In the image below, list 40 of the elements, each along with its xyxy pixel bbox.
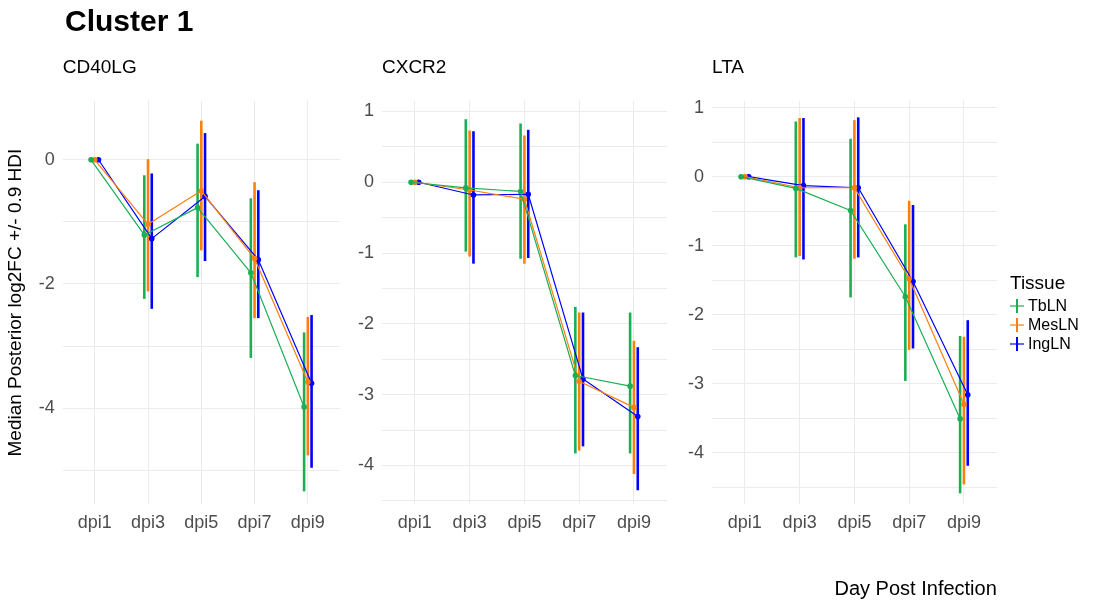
x-axis-title: Day Post Infection [834,577,997,600]
y-tick-label: -2 [357,312,374,333]
x-tick-label: dpi1 [727,512,762,533]
x-tick-label: dpi5 [507,512,542,533]
y-tick-label: -1 [687,234,704,255]
chart-subtitle: CD40LG [62,56,137,78]
y-tick-label: 0 [363,171,374,192]
x-tick-label: dpi9 [946,512,981,533]
y-tick-label: 1 [363,100,374,121]
legend-title: Tissue [1010,272,1067,294]
legend-label: IngLN [1028,334,1071,353]
chart-subtitle: CXCR2 [382,56,447,78]
chart-title: Cluster 1 [65,4,194,38]
y-tick-label: -4 [687,441,704,462]
y-tick-label: -4 [357,454,374,475]
y-tick-label: 0 [44,148,55,169]
y-tick-label: -4 [38,397,55,418]
chart-subtitle: LTA [712,56,745,78]
x-tick-label: dpi3 [452,512,487,533]
y-tick-label: 1 [693,96,704,117]
y-axis-title: Median Posterior log2FC +/- 0.9 HDI [3,148,25,457]
y-tick-label: 0 [693,165,704,186]
x-tick-label: dpi1 [77,512,112,533]
y-tick-label: -3 [687,372,704,393]
x-tick-label: dpi5 [184,512,219,533]
y-tick-label: -2 [38,272,55,293]
x-tick-label: dpi9 [290,512,325,533]
x-tick-label: dpi1 [397,512,432,533]
y-tick-label: -1 [357,242,374,262]
x-tick-label: dpi3 [782,512,817,533]
legend-label: MesLN [1028,315,1079,334]
x-tick-label: dpi7 [237,512,272,533]
x-tick-label: dpi9 [616,512,651,533]
y-tick-label: -2 [687,303,704,324]
x-tick-label: dpi3 [131,512,166,533]
x-tick-label: dpi5 [837,512,872,533]
legend-label: TbLN [1028,296,1068,315]
x-tick-label: dpi7 [562,512,597,533]
x-tick-label: dpi7 [892,512,927,533]
y-tick-label: -3 [357,383,374,404]
